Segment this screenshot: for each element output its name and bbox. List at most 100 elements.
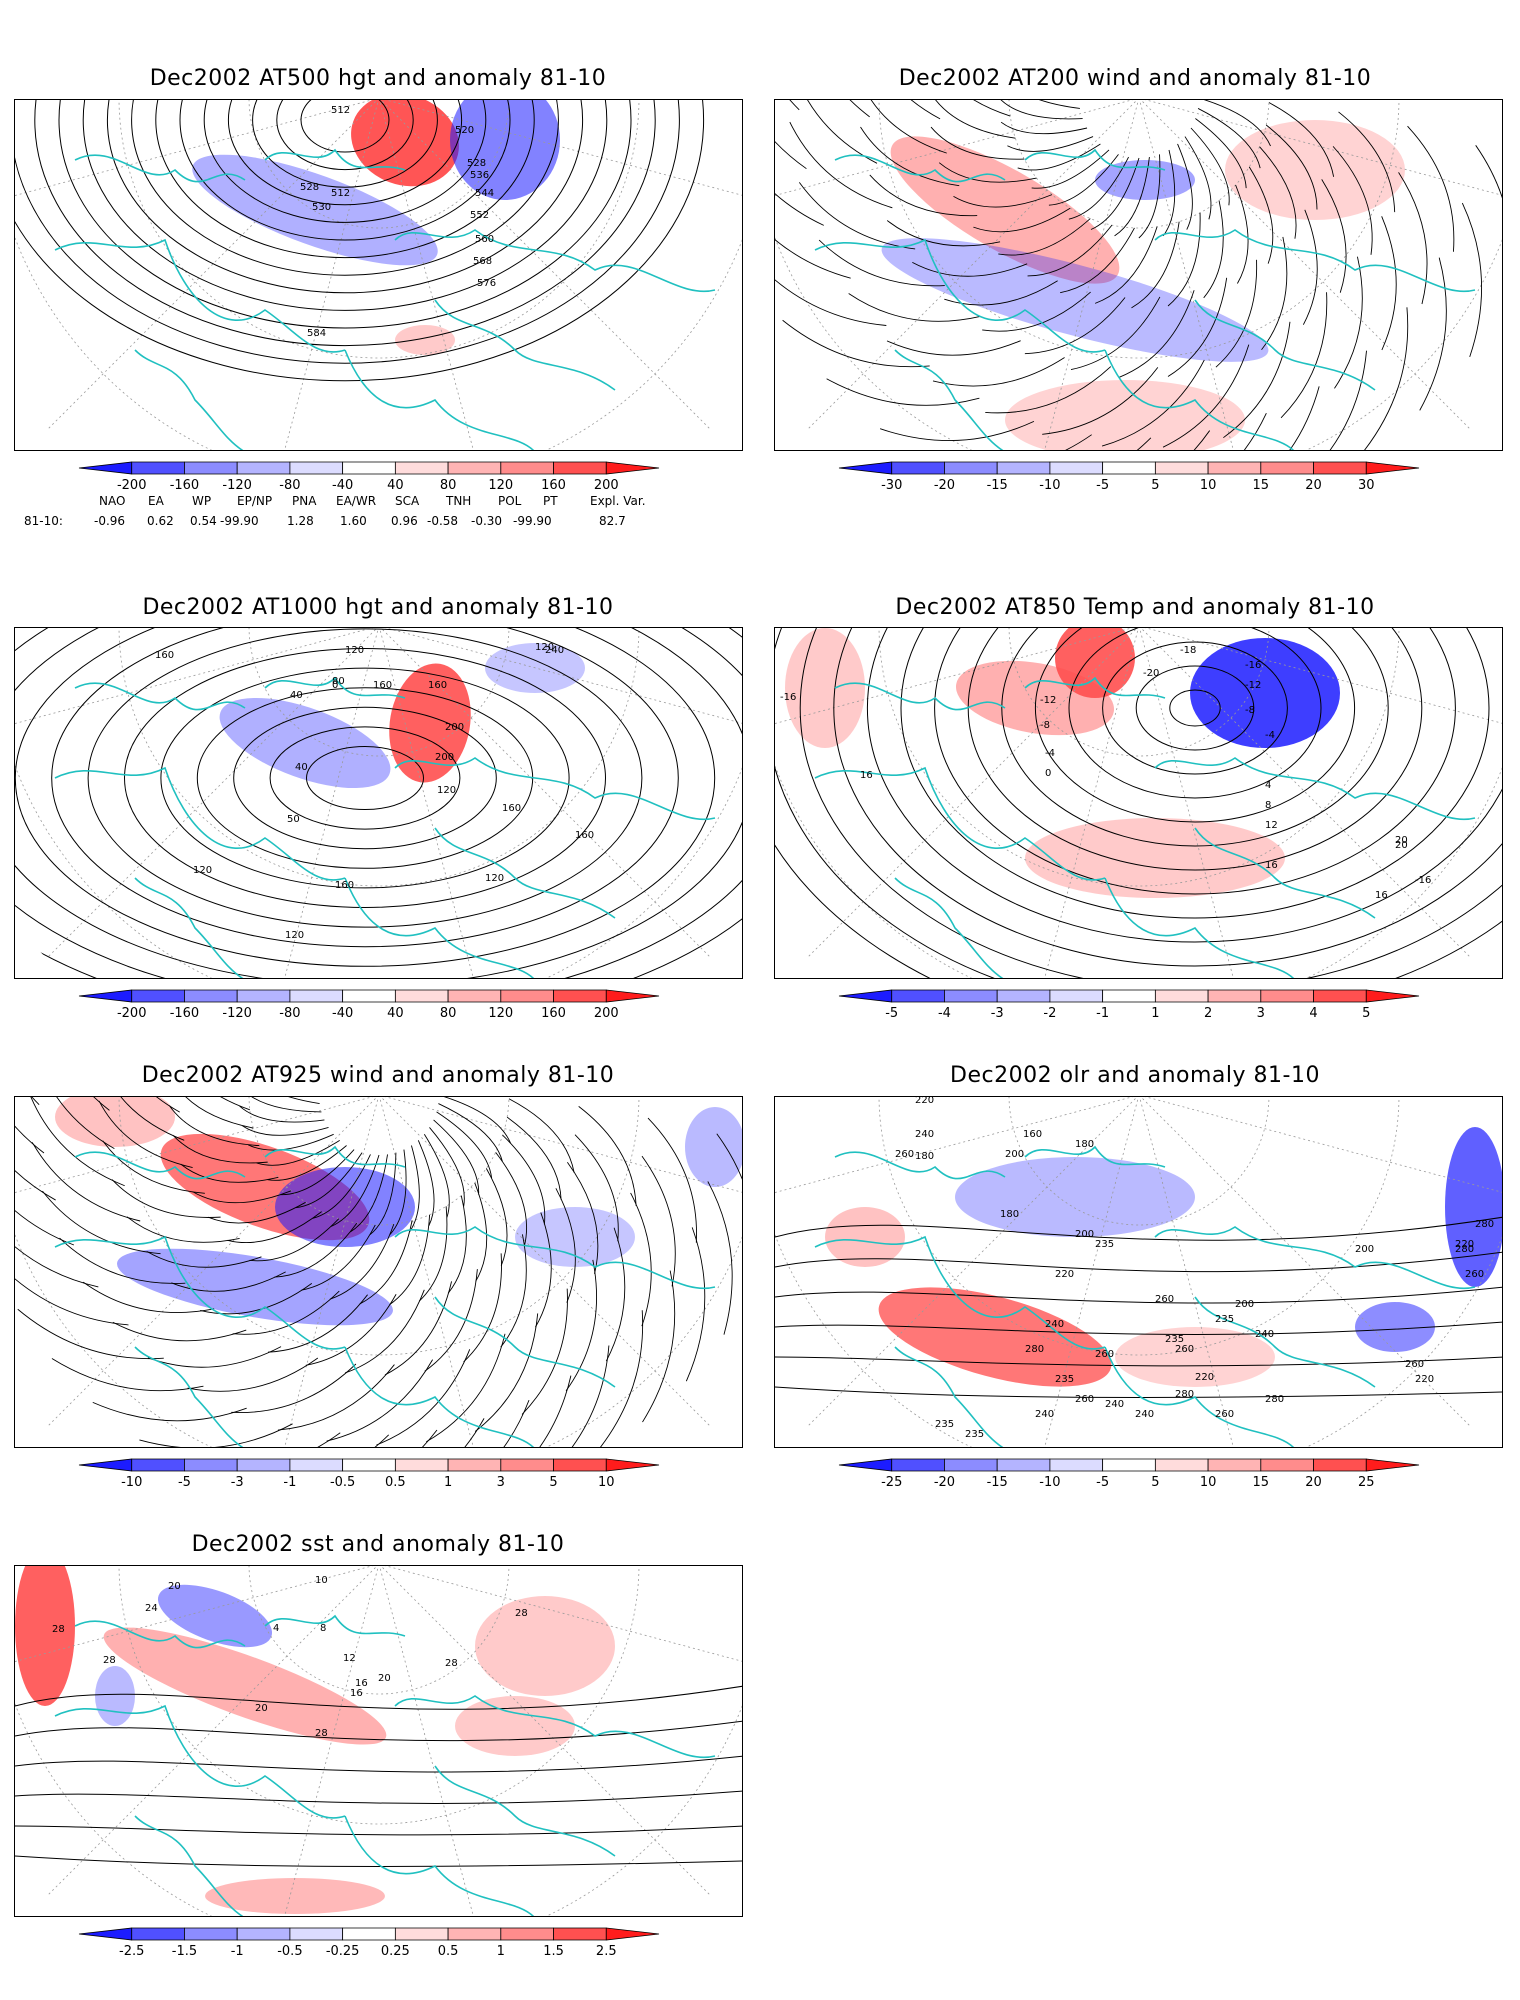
streamline [500,1234,527,1348]
colorbar-tick-label: -120 [222,1006,252,1021]
streamline [534,1212,552,1328]
longitude-gridline [15,1566,380,1687]
contour-label: -16 [1415,875,1431,886]
streamline [941,434,1092,450]
contour-line [300,100,390,153]
colorbar-segment [289,989,344,1003]
contour-line [900,628,1490,919]
contour-line [233,706,497,850]
contour-label: 80 [332,676,345,687]
coastline [1024,1145,1166,1168]
streamline [112,1321,247,1342]
streamline [1177,143,1193,230]
streamline [506,1116,562,1200]
streamline [326,1359,434,1442]
colorbar-tick-label: -2.5 [119,1944,144,1959]
streamline [169,1097,254,1129]
streamline [108,1097,180,1113]
longitude-gridline [378,1097,742,1218]
anomaly-shading [1355,1302,1435,1352]
contour-label: 260 [1155,1294,1174,1305]
colorbar-tick-label: -10 [1039,1475,1060,1490]
contour-label: 0 [1045,768,1051,779]
longitude-gridline [1138,1097,1472,1428]
anomaly-shading [1115,1327,1275,1387]
contour-label: 220 [1455,1239,1474,1250]
colorbar-segment [447,461,502,475]
colorbar-tick-label: -30 [881,478,902,493]
contour-label: 160 [575,830,594,841]
coastline [344,349,536,450]
colorbar-tick-label: -3 [991,1006,1004,1021]
index-value-explvar: 82.7 [599,514,626,528]
streamline [1184,136,1212,220]
streamline [985,366,1112,414]
streamline [389,1149,407,1235]
streamline [1017,143,1101,171]
contour-label: 200 [435,752,454,763]
colorbar-segment [838,989,893,1003]
contour-label: 528 [467,158,486,169]
colorbar-tick-label: 200 [594,478,619,493]
contour-label: 28 [315,1728,328,1739]
streamline [973,207,1071,233]
map-200wind [774,99,1503,451]
streamline [886,220,1001,247]
streamline [642,1270,676,1423]
colorbar-tick-label: 15 [1253,1475,1270,1490]
colorbar-tick-label: 2.5 [596,1944,617,1959]
index-value-pt: -99.90 [513,514,552,528]
colorbar-tick-label: -1 [283,1475,296,1490]
colorbar-segment [1365,461,1420,475]
contour-label: 220 [1055,1269,1074,1280]
streamline [433,1119,480,1194]
streamline [409,1145,420,1232]
streamline [1235,184,1249,284]
colorbar-tick-label: 0.5 [438,1944,459,1959]
colorbar-tick-label: 5 [1151,1475,1159,1490]
streamline [1031,149,1110,189]
panel-title-850temp: Dec2002 AT850 Temp and anomaly 81-10 [895,595,1375,620]
colorbar-segment [236,989,291,1003]
streamline [15,1255,129,1326]
colorbar-segment [236,1458,291,1472]
coastline [344,877,536,978]
colorbar-segment [500,989,554,1003]
contour-label: 160 [335,880,354,891]
coastline [394,1695,716,1759]
coastline [1024,148,1166,171]
anomaly-shading [955,1157,1195,1237]
contour-label: 4 [1265,780,1271,791]
streamline [349,1154,388,1233]
streamline [436,1111,493,1179]
contour-label: 220 [915,1097,934,1106]
contour-label: -4 [1265,730,1275,741]
streamline [775,184,851,279]
streamline [1167,277,1228,377]
contour-label: 235 [935,1419,954,1430]
colorbar-tick-label: -120 [222,478,252,493]
colorbar-tick-label: -1.5 [172,1944,197,1959]
contour-label: 235 [1055,1374,1074,1385]
anomaly-shading [219,697,391,789]
contour-line [155,100,535,259]
colorbar-segment [1260,1458,1314,1472]
streamline [438,1097,511,1144]
streamline [200,1283,313,1315]
streamline [1360,307,1409,450]
colorbar-segment [553,989,607,1003]
colorbar-segment [553,461,607,475]
streamline [1070,296,1161,371]
streamline [139,1423,293,1447]
streamline [508,1098,575,1173]
colorbar-segment [447,1458,502,1472]
streamline [555,1188,576,1303]
streamline [818,239,945,287]
streamline [1080,430,1211,450]
contour-label: -8 [1040,720,1050,731]
colorbar-tick-label: -40 [332,478,353,493]
longitude-gridline [806,100,1140,431]
contour-line [15,628,716,967]
contour-label: 160 [502,803,521,814]
contour-label: 240 [545,645,564,656]
